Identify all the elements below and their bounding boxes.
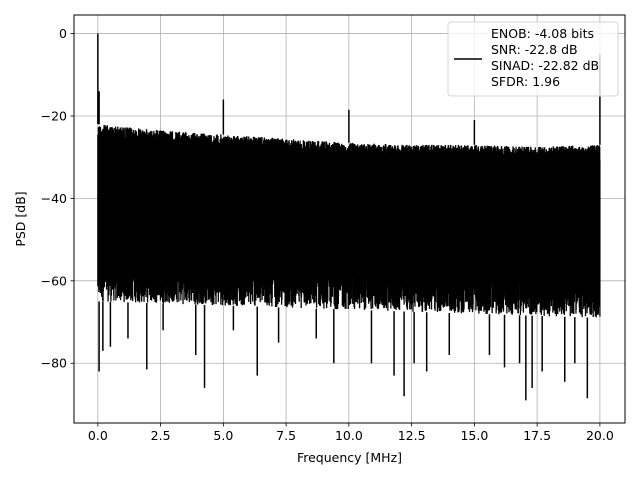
legend-text-line: ENOB: -4.08 bits <box>491 26 594 41</box>
x-tick-label: 15.0 <box>460 428 488 443</box>
legend-text-line: SINAD: -22.82 dB <box>491 58 599 73</box>
x-tick-label: 0.0 <box>88 428 108 443</box>
legend-text-line: SNR: -22.8 dB <box>491 42 578 57</box>
plot-frame <box>73 14 626 424</box>
x-tick-label: 7.5 <box>276 428 296 443</box>
y-tick-label: 0 <box>59 26 67 41</box>
y-axis-label: PSD [dB] <box>13 191 28 246</box>
psd-noise-trace <box>97 125 601 318</box>
x-tick-label: 17.5 <box>523 428 551 443</box>
y-axis-ticks: 0 −20 −40 −60 −80 <box>41 26 74 371</box>
y-tick-label: −60 <box>41 273 67 288</box>
y-tick-label: −40 <box>41 191 67 206</box>
x-axis-ticks: 0.0 2.5 5.0 7.5 10.0 12.5 15.0 17.5 20.0 <box>88 423 614 443</box>
legend-text-line: SFDR: 1.96 <box>491 74 560 89</box>
y-tick-label: −20 <box>41 108 67 123</box>
x-tick-label: 2.5 <box>151 428 171 443</box>
psd-series <box>97 33 601 401</box>
x-tick-label: 20.0 <box>586 428 614 443</box>
legend-box <box>447 21 619 97</box>
x-tick-label: 12.5 <box>398 428 426 443</box>
x-axis-label: Frequency [MHz] <box>297 450 402 465</box>
x-tick-label: 5.0 <box>213 428 233 443</box>
x-tick-label: 10.0 <box>335 428 363 443</box>
y-tick-label: −80 <box>41 356 67 371</box>
